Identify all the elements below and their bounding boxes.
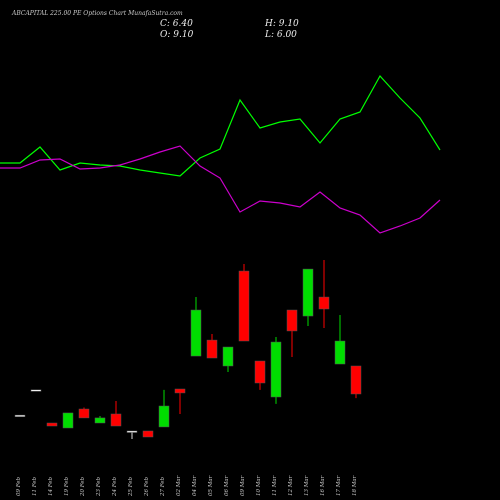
candle-body: [254, 360, 266, 384]
x-tick-label: 14 Feb: [48, 476, 54, 496]
candle-body: [334, 340, 346, 365]
close-label: C: 6.40: [160, 19, 193, 29]
candle-body: [158, 405, 170, 428]
x-tick-label: 10 Mar: [256, 475, 262, 496]
x-tick-label: 02 Mar: [176, 475, 182, 496]
x-tick-label: 11 Mar: [272, 475, 278, 496]
high-label: H: 9.10: [264, 19, 299, 29]
x-tick-label: 18 Mar: [352, 475, 358, 496]
chart-title: ABCAPITAL 225.00 PE Options Chart Munafa…: [11, 10, 183, 17]
x-tick-label: 24 Feb: [112, 476, 118, 497]
candle-body: [142, 430, 154, 438]
x-tick-label: 06 Mar: [224, 475, 230, 496]
candle-body: [62, 412, 74, 429]
open-label: O: 9.10: [160, 30, 194, 40]
candle-body: [286, 309, 298, 332]
candle-body: [78, 408, 90, 419]
indicator-line: [0, 145, 441, 234]
candle-body: [190, 309, 202, 357]
candle-body: [222, 346, 234, 367]
candle-body: [94, 417, 106, 424]
candle-body: [206, 339, 218, 359]
candle-body: [270, 341, 282, 398]
x-tick-label: 11 Feb: [32, 476, 38, 496]
x-tick-label: 13 Mar: [304, 475, 310, 496]
x-tick-label: 04 Mar: [192, 475, 198, 496]
candle-body: [238, 270, 250, 342]
x-tick-label: 26 Feb: [144, 476, 150, 497]
x-tick-label: 25 Feb: [128, 476, 134, 497]
x-tick-label: 05 Mar: [208, 475, 214, 496]
x-tick-label: 12 Mar: [288, 475, 294, 496]
candle-body: [110, 413, 122, 427]
x-tick-label: 23 Feb: [96, 476, 102, 497]
x-tick-label: 09 Feb: [16, 476, 22, 496]
x-tick-label: 27 Feb: [160, 476, 166, 497]
candle-body: [30, 389, 42, 392]
x-tick-label: 16 Mar: [320, 475, 326, 496]
low-label: L: 6.00: [264, 30, 297, 40]
candle-body: [318, 296, 330, 310]
candle-body: [126, 430, 138, 433]
x-tick-label: 20 Feb: [80, 476, 86, 497]
x-tick-label: 09 Mar: [240, 475, 246, 496]
x-tick-label: 19 Feb: [64, 476, 70, 496]
candle-body: [174, 388, 186, 394]
candle-body: [14, 414, 26, 417]
x-tick-label: 17 Mar: [336, 475, 342, 496]
candle-body: [350, 365, 362, 395]
candle-body: [302, 268, 314, 317]
candle-body: [46, 422, 58, 427]
